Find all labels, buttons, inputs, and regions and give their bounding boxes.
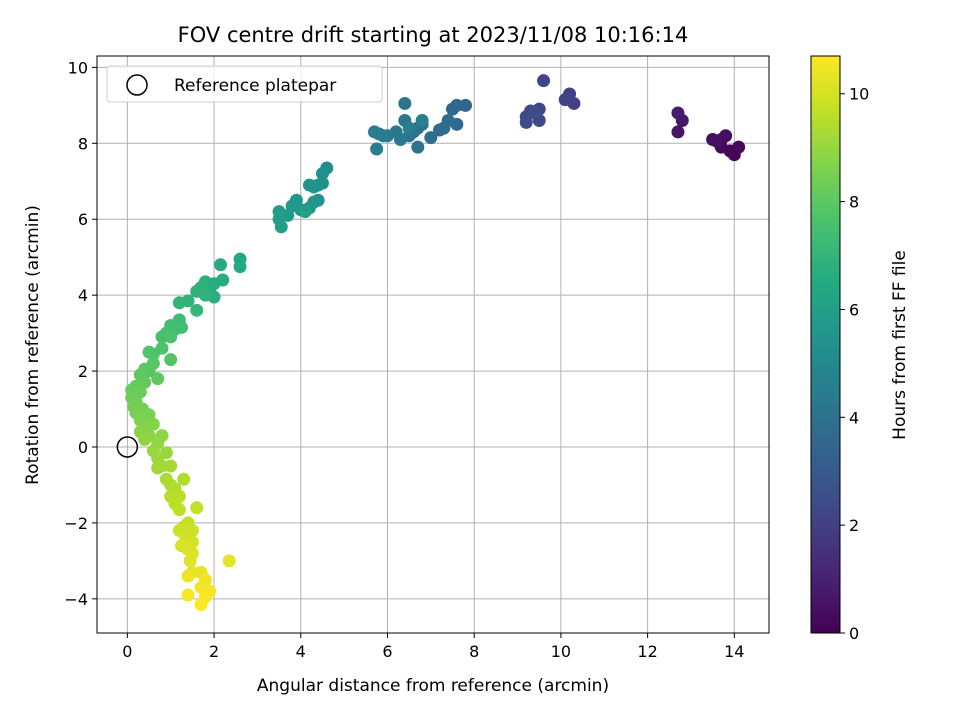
data-point	[142, 345, 156, 359]
y-axis-ticks: −4 −2 0 2 4 6 8 10	[64, 58, 97, 609]
x-tick-label: 4	[296, 642, 306, 661]
data-point	[151, 372, 165, 386]
data-point	[190, 501, 204, 515]
data-point	[214, 258, 228, 272]
data-point	[411, 140, 425, 154]
x-tick-label: 14	[724, 642, 744, 661]
x-tick-label: 0	[122, 642, 132, 661]
y-tick-label: 0	[78, 438, 88, 457]
colorbar-tick-label: 2	[849, 516, 859, 535]
x-tick-label: 8	[469, 642, 479, 661]
data-point	[138, 432, 152, 446]
colorbar: 0 2 4 6 8 10 Hours from first FF file	[810, 55, 910, 643]
colorbar-gradient	[810, 55, 841, 634]
legend-entry: Reference platepar	[174, 76, 336, 96]
x-tick-label: 12	[637, 642, 657, 661]
data-point	[315, 167, 329, 181]
data-point	[164, 459, 178, 473]
data-point	[433, 123, 447, 137]
scatter-points	[125, 74, 746, 612]
colorbar-label: Hours from first FF file	[890, 250, 910, 440]
colorbar-tick-label: 10	[849, 85, 869, 104]
data-point	[222, 554, 236, 568]
data-point	[415, 114, 429, 128]
colorbar-tick-label: 6	[849, 300, 859, 319]
x-tick-label: 6	[382, 642, 392, 661]
reference-platepar-marker	[116, 436, 139, 458]
data-point	[181, 588, 195, 602]
data-point	[446, 102, 460, 116]
legend-marker	[126, 74, 148, 96]
colorbar-ticks: 0 2 4 6 8 10	[840, 85, 869, 643]
legend-box	[106, 65, 383, 103]
data-point	[398, 96, 412, 110]
colorbar-tick-label: 8	[849, 193, 859, 212]
y-tick-label: 10	[68, 58, 88, 77]
data-point	[441, 114, 455, 128]
data-point	[370, 142, 384, 156]
y-tick-label: −2	[64, 514, 88, 533]
data-point	[177, 472, 191, 486]
data-point	[537, 74, 551, 88]
data-point	[172, 296, 186, 310]
data-point	[194, 598, 208, 612]
y-tick-label: 4	[78, 286, 88, 305]
data-point	[558, 93, 572, 107]
y-tick-label: 6	[78, 210, 88, 229]
colorbar-tick-label: 4	[849, 408, 859, 427]
data-point	[367, 125, 381, 139]
data-point	[671, 125, 685, 139]
plot-area	[97, 56, 769, 633]
data-point	[274, 220, 288, 234]
data-point	[164, 353, 178, 367]
colorbar-tick-label: 0	[849, 624, 859, 643]
x-axis-label: Angular distance from reference (arcmin)	[257, 676, 609, 696]
x-tick-label: 2	[209, 642, 219, 661]
data-point	[146, 417, 160, 431]
data-point	[424, 131, 438, 145]
legend: Reference platepar	[106, 65, 383, 103]
chart-title: FOV centre drift starting at 2023/11/08 …	[178, 23, 689, 47]
y-axis-label: Rotation from reference (arcmin)	[23, 205, 43, 485]
data-point	[164, 330, 178, 344]
y-tick-label: −4	[64, 590, 88, 609]
data-point	[298, 205, 312, 219]
data-point	[402, 121, 416, 135]
reference-marker-layer	[116, 436, 139, 458]
data-point	[181, 569, 195, 583]
y-tick-label: 2	[78, 362, 88, 381]
data-point	[671, 106, 685, 120]
data-point	[528, 106, 542, 120]
x-axis-ticks: 0 2 4 6 8 10 12 14	[122, 633, 744, 661]
data-point	[190, 303, 204, 317]
data-point	[302, 178, 316, 192]
data-point	[519, 115, 533, 129]
data-point	[233, 260, 247, 274]
data-point	[710, 134, 724, 148]
data-point	[172, 503, 186, 517]
data-point	[183, 554, 197, 568]
x-tick-label: 10	[551, 642, 571, 661]
data-point	[732, 140, 746, 154]
y-tick-label: 8	[78, 134, 88, 153]
data-point	[198, 288, 212, 302]
plot-frame	[96, 55, 770, 634]
